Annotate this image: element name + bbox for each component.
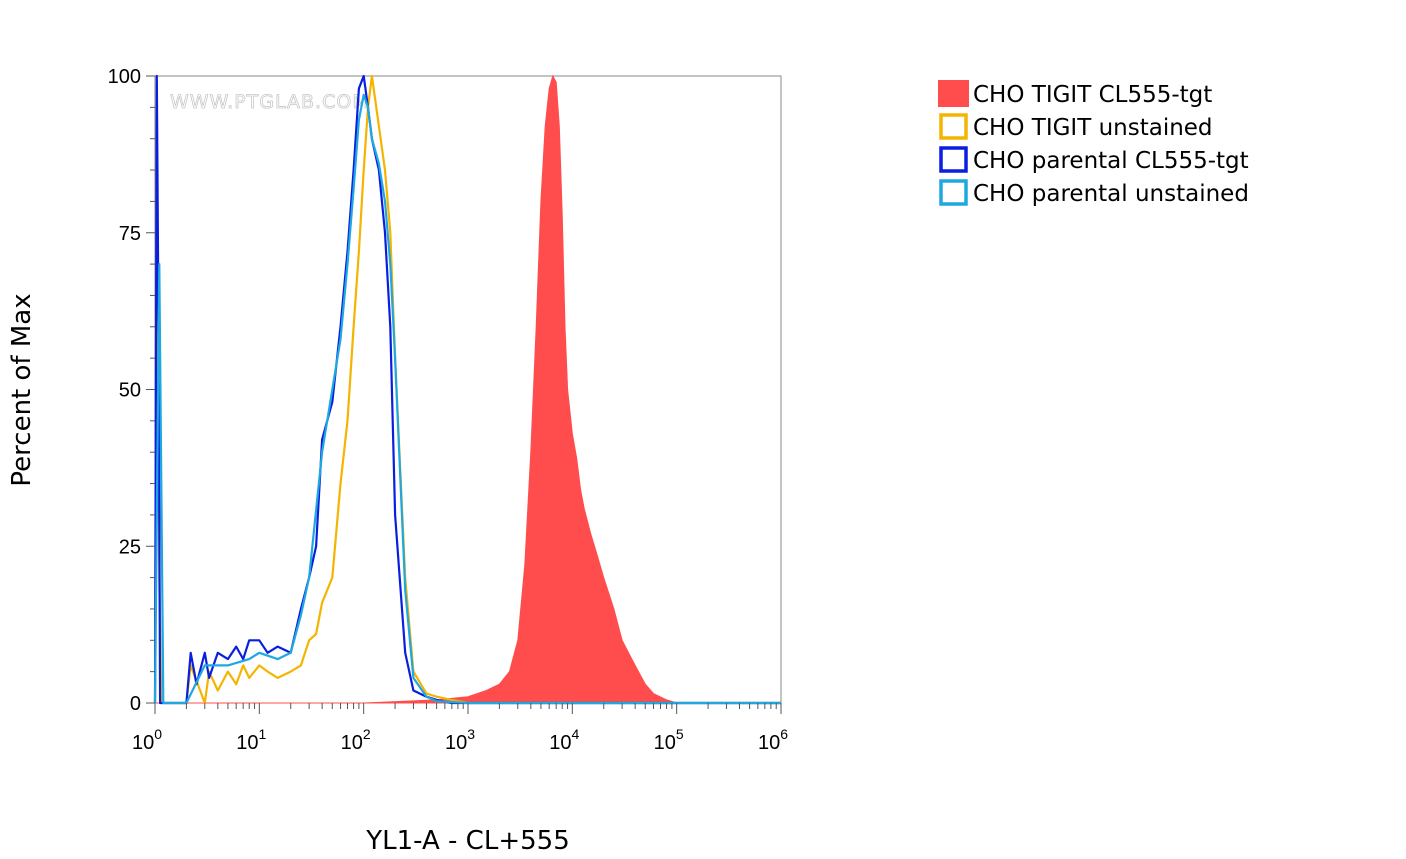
legend-label: CHO TIGIT unstained xyxy=(973,115,1213,141)
legend-label: CHO parental unstained xyxy=(973,181,1249,207)
y-tick-label: 100 xyxy=(108,66,141,88)
x-tick-label: 103 xyxy=(445,726,475,754)
x-axis-title: YL1-A - CL+555 xyxy=(365,826,569,856)
series-0-area xyxy=(155,74,781,704)
series-1-line xyxy=(153,74,781,705)
series-layer xyxy=(153,74,781,705)
x-tick-label: 105 xyxy=(654,726,684,754)
x-tick-label: 106 xyxy=(758,726,788,754)
watermark: WWW.PTGLAB.COM xyxy=(170,91,370,113)
x-tick-label: 104 xyxy=(549,726,579,754)
axis-layer: 0 25 50 75 100 100 101 102 103 104 105 106 xyxy=(108,66,789,754)
legend-swatch xyxy=(939,179,968,206)
legend: CHO TIGIT CL555-tgt CHO TIGIT unstained CH… xyxy=(938,80,1249,207)
y-axis-title: Percent of Max xyxy=(7,293,37,486)
legend-swatch xyxy=(938,80,969,107)
legend-swatch xyxy=(939,146,968,173)
x-tick-label: 102 xyxy=(341,726,371,754)
series-3-line xyxy=(153,93,781,705)
plot-area xyxy=(154,75,782,704)
y-tick-label: 25 xyxy=(119,536,141,558)
x-tick-label: 100 xyxy=(132,726,162,754)
legend-label: CHO TIGIT CL555-tgt xyxy=(973,82,1212,108)
legend-label: CHO parental CL555-tgt xyxy=(973,148,1249,174)
x-tick-label: 101 xyxy=(236,726,266,754)
y-tick-label: 0 xyxy=(130,693,141,715)
y-tick-label: 50 xyxy=(119,380,141,402)
legend-swatch xyxy=(939,113,968,140)
y-tick-label: 75 xyxy=(119,223,141,245)
